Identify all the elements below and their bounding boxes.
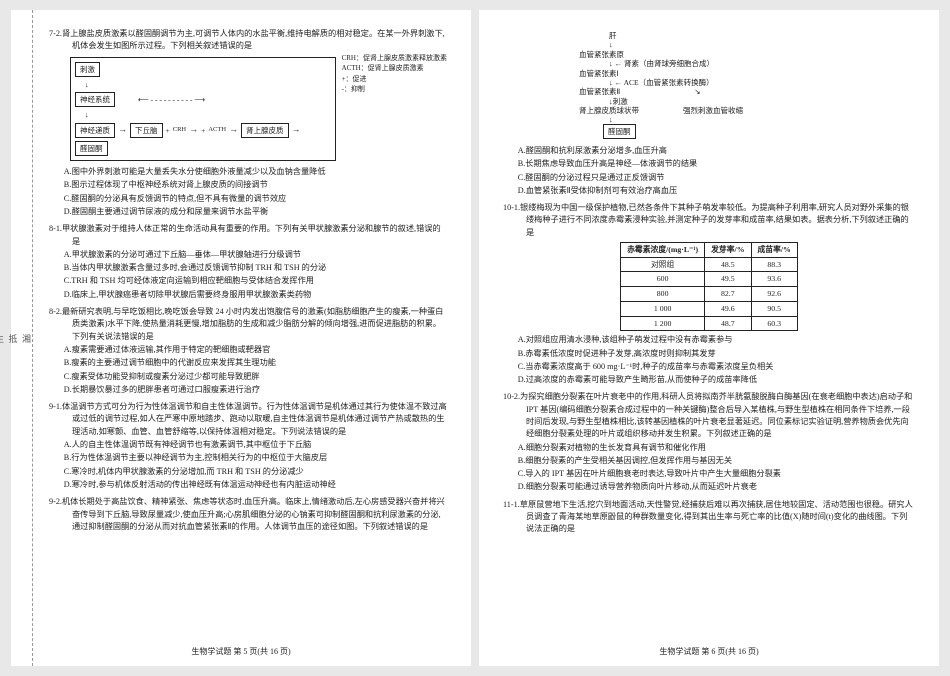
table-header-row: 赤霉素浓度/(mg·L⁻¹) 发芽率/% 成苗率/% bbox=[621, 243, 798, 258]
table-header: 成苗率/% bbox=[751, 243, 797, 258]
table-cell: 1 200 bbox=[621, 316, 705, 331]
option-a: A.瘦素需要通过体液运输,其作用于特定的靶细胞或靶器官 bbox=[49, 344, 447, 356]
option-d: D.过高浓度的赤霉素可能导致产生畸形苗,从而使种子的成苗率降低 bbox=[503, 374, 915, 386]
option-a: A.细胞分裂素对植物的生长发育具有调节和催化作用 bbox=[503, 442, 915, 454]
page-footer: 生物学试题 第 5 页(共 16 页) bbox=[11, 646, 471, 658]
table-cell: 800 bbox=[621, 287, 705, 302]
option-a: A.对照组应用清水浸种,该组种子萌发过程中没有赤霉素参与 bbox=[503, 334, 915, 346]
option-b: B.长期焦虑导致血压升高是神经—体液调节的结果 bbox=[503, 158, 915, 170]
option-d: D.血管紧张素Ⅱ受体抑制剂可有效治疗高血压 bbox=[503, 185, 915, 197]
diagram-label: CRH bbox=[173, 125, 186, 135]
table-row: 1 00049.690.5 bbox=[621, 301, 798, 316]
question-stem: 7-2.肾上腺盐皮质激素以醛固酮调节为主,可调节人体内的水盐平衡,维持电解质的相… bbox=[49, 28, 447, 53]
option-a: A.醛固酮和抗利尿激素分泌增多,血压升高 bbox=[503, 145, 915, 157]
table-header: 赤霉素浓度/(mg·L⁻¹) bbox=[621, 243, 705, 258]
diagram-label: ACTH bbox=[208, 125, 226, 135]
option-d: D.细胞分裂素可能通过诱导营养物质向叶片移动,从而延迟叶片衰老 bbox=[503, 481, 915, 493]
legend-item: +：促进 bbox=[342, 74, 447, 85]
question-9-2-options: A.醛固酮和抗利尿激素分泌增多,血压升高 B.长期焦虑导致血压升高是神经—体液调… bbox=[503, 145, 915, 197]
legend-item: ACTH：促肾上腺皮质激素 bbox=[342, 63, 447, 74]
data-table: 赤霉素浓度/(mg·L⁻¹) 发芽率/% 成苗率/% 对照组48.588.3 6… bbox=[620, 242, 798, 331]
diagram-box: 神经递质 bbox=[75, 123, 115, 138]
option-c: C.当赤霉素浓度高于 600 mg·L⁻¹时,种子的成苗率与赤霉素浓度呈负相关 bbox=[503, 361, 915, 373]
table-row: 对照组48.588.3 bbox=[621, 257, 798, 272]
diagram-box: 神经系统 bbox=[75, 92, 115, 107]
option-b: B.赤霉素低浓度时促进种子发芽,高浓度时则抑制其发芽 bbox=[503, 348, 915, 360]
question-10-1: 10-1.银缕梅现为中国一级保护植物,已然各条件下其种子萌发率较低。为提高种子利… bbox=[503, 202, 915, 386]
table-row: 60049.593.6 bbox=[621, 272, 798, 287]
option-a: A.图中外界刺激可能是大量丢失水分使细胞外液量减少以及血钠含量降低 bbox=[49, 166, 447, 178]
question-stem: 8-2.最新研究表明,与早吃饭相比,晚吃饭会导致 24 小时内发出饱腹信号的激素… bbox=[49, 306, 447, 343]
question-8-2: 8-2.最新研究表明,与早吃饭相比,晚吃饭会导致 24 小时内发出饱腹信号的激素… bbox=[49, 306, 447, 396]
option-d: D.长期暴饮暴过多的肥胖患者可通过口服瘦素进行治疗 bbox=[49, 384, 447, 396]
option-a: A.甲状腺激素的分泌可通过下丘脑—垂体—甲状腺轴进行分级调节 bbox=[49, 249, 447, 261]
table-cell: 93.6 bbox=[751, 272, 797, 287]
table-cell: 60.3 bbox=[751, 316, 797, 331]
option-a: A.人的自主性体温调节既有神经调节也有激素调节,其中枢位于下丘脑 bbox=[49, 439, 447, 451]
legend-item: -：抑制 bbox=[342, 84, 447, 95]
table-row: 1 20048.760.3 bbox=[621, 316, 798, 331]
option-c: C.TRH 和 TSH 均可经体液定向运输到相应靶细胞与受体结合发挥作用 bbox=[49, 275, 447, 287]
question-11-1: 11-1.草原鼠营地下生活,挖穴到地面活动,天性警觉,经捕获后难以再次捕获,居住… bbox=[503, 499, 915, 536]
option-c: C.导入的 IPT 基因在叶片细胞衰老时表达,导致叶片中产生大量细胞分裂素 bbox=[503, 468, 915, 480]
flow-node: 肾素（由肾球旁细胞合成） bbox=[624, 59, 714, 68]
table-cell: 48.7 bbox=[705, 316, 751, 331]
flow-node: 强烈刺激血管收缩 bbox=[683, 105, 743, 116]
page-footer: 生物学试题 第 6 页(共 16 页) bbox=[479, 646, 939, 658]
flow-node: 醛固酮 bbox=[603, 124, 636, 139]
table-cell: 600 bbox=[621, 272, 705, 287]
table-cell: 88.3 bbox=[751, 257, 797, 272]
question-stem: 8-1.甲状腺激素对于维持人体正常的生命活动具有重要的作用。下列有关甲状腺激素分… bbox=[49, 223, 447, 248]
exam-page-6: 肝 ↓ 血管紧张素原 ↓ ← 肾素（由肾球旁细胞合成） 血管紧张素Ⅰ ↓ ← A… bbox=[479, 10, 939, 666]
binding-char: 抵 bbox=[5, 334, 19, 343]
legend-item: CRH：促肾上腺皮质激素释放激素 bbox=[342, 53, 447, 64]
option-b: B.细胞分裂素的产生受相关基因调控,但发挥作用与基因无关 bbox=[503, 455, 915, 467]
table-cell: 对照组 bbox=[621, 257, 705, 272]
binding-margin: 湘 抵 生 群 巧 经 来 许 bbox=[17, 10, 33, 666]
exam-page-5: 湘 抵 生 群 巧 经 来 许 7-2.肾上腺盐皮质激素以醛固酮调节为主,可调节… bbox=[11, 10, 471, 666]
table-cell: 82.7 bbox=[705, 287, 751, 302]
question-9-1: 9-1.体温调节方式可分为行为性体温调节和自主性体温调节。行为性体温调节是机体通… bbox=[49, 401, 447, 491]
question-stem: 10-2.为探究细胞分裂素在叶片衰老中的作用,科研人员将拟南芥半胱氨酸脱酶白酶基… bbox=[503, 391, 915, 440]
table-cell: 1 000 bbox=[621, 301, 705, 316]
diagram-label: + bbox=[166, 125, 170, 136]
table-header: 发芽率/% bbox=[705, 243, 751, 258]
question-8-1: 8-1.甲状腺激素对于维持人体正常的生命活动具有重要的作用。下列有关甲状腺激素分… bbox=[49, 223, 447, 301]
flow-diagram-9-2: 肝 ↓ 血管紧张素原 ↓ ← 肾素（由肾球旁细胞合成） 血管紧张素Ⅰ ↓ ← A… bbox=[579, 30, 839, 139]
question-stem: 10-1.银缕梅现为中国一级保护植物,已然各条件下其种子萌发率较低。为提高种子利… bbox=[503, 202, 915, 239]
option-c: C.寒冷时,机体内甲状腺激素的分泌增加,而 TRH 和 TSH 的分泌减少 bbox=[49, 466, 447, 478]
binding-char: 湘 bbox=[19, 334, 33, 343]
diagram-label: + bbox=[201, 125, 205, 136]
option-b: B.行为性体温调节主要以神经调节为主,控制相关行为的中枢位于大脑皮层 bbox=[49, 452, 447, 464]
diagram-box: 肾上腺皮质 bbox=[241, 123, 289, 138]
flow-diagram-7-2: 刺激 ↓ 神经系统 ⟵ - - - - - - - - - - ⟶ ↓ 神经递质… bbox=[70, 57, 336, 162]
diagram-legend: CRH：促肾上腺皮质激素释放激素 ACTH：促肾上腺皮质激素 +：促进 -：抑制 bbox=[342, 53, 447, 95]
table-cell: 49.6 bbox=[705, 301, 751, 316]
question-stem: 11-1.草原鼠营地下生活,挖穴到地面活动,天性警觉,经捕获后难以再次捕获,居住… bbox=[503, 499, 915, 536]
option-c: C.醛固酮的分泌具有反馈调节的特点,但不具有微量的调节效应 bbox=[49, 193, 447, 205]
option-c: C.瘦素受体功能受抑制或瘦素分泌过少都可能导致肥胖 bbox=[49, 371, 447, 383]
option-b: B.图示过程体现了中枢神经系统对肾上腺皮质的间接调节 bbox=[49, 179, 447, 191]
option-d: D.临床上,甲状腺癌患者切除甲状腺后需要终身服用甲状腺激素类药物 bbox=[49, 289, 447, 301]
option-d: D.醛固酮主要通过调节尿液的成分和尿量来调节水盐平衡 bbox=[49, 206, 447, 218]
table-cell: 48.5 bbox=[705, 257, 751, 272]
diagram-box: 醛固酮 bbox=[75, 141, 108, 156]
diagram-box: 刺激 bbox=[75, 62, 100, 77]
option-b: B.瘦素的主要通过调节细胞中的代谢反应来发挥其生理功能 bbox=[49, 357, 447, 369]
table-cell: 90.5 bbox=[751, 301, 797, 316]
question-9-2: 9-2.机体长期处于高盐饮食、精神紧张、焦虑等状态时,血压升高。临床上,情绪激动… bbox=[49, 496, 447, 533]
question-stem: 9-2.机体长期处于高盐饮食、精神紧张、焦虑等状态时,血压升高。临床上,情绪激动… bbox=[49, 496, 447, 533]
table-cell: 49.5 bbox=[705, 272, 751, 287]
question-10-2: 10-2.为探究细胞分裂素在叶片衰老中的作用,科研人员将拟南芥半胱氨酸脱酶白酶基… bbox=[503, 391, 915, 493]
table-row: 80082.792.6 bbox=[621, 287, 798, 302]
table-cell: 92.6 bbox=[751, 287, 797, 302]
binding-char: 生 bbox=[0, 334, 5, 343]
diagram-box: 下丘脑 bbox=[130, 123, 163, 138]
question-stem: 9-1.体温调节方式可分为行为性体温调节和自主性体温调节。行为性体温调节是机体通… bbox=[49, 401, 447, 438]
option-c: C.醛固酮的分泌过程只是通过正反馈调节 bbox=[503, 172, 915, 184]
option-d: D.寒冷时,参与机体反射活动的传出神经既有体温运动神经也有内脏运动神经 bbox=[49, 479, 447, 491]
option-b: B.当体内甲状腺激素含量过多时,会通过反馈调节抑制 TRH 和 TSH 的分泌 bbox=[49, 262, 447, 274]
question-7-2: 7-2.肾上腺盐皮质激素以醛固酮调节为主,可调节人体内的水盐平衡,维持电解质的相… bbox=[49, 28, 447, 218]
